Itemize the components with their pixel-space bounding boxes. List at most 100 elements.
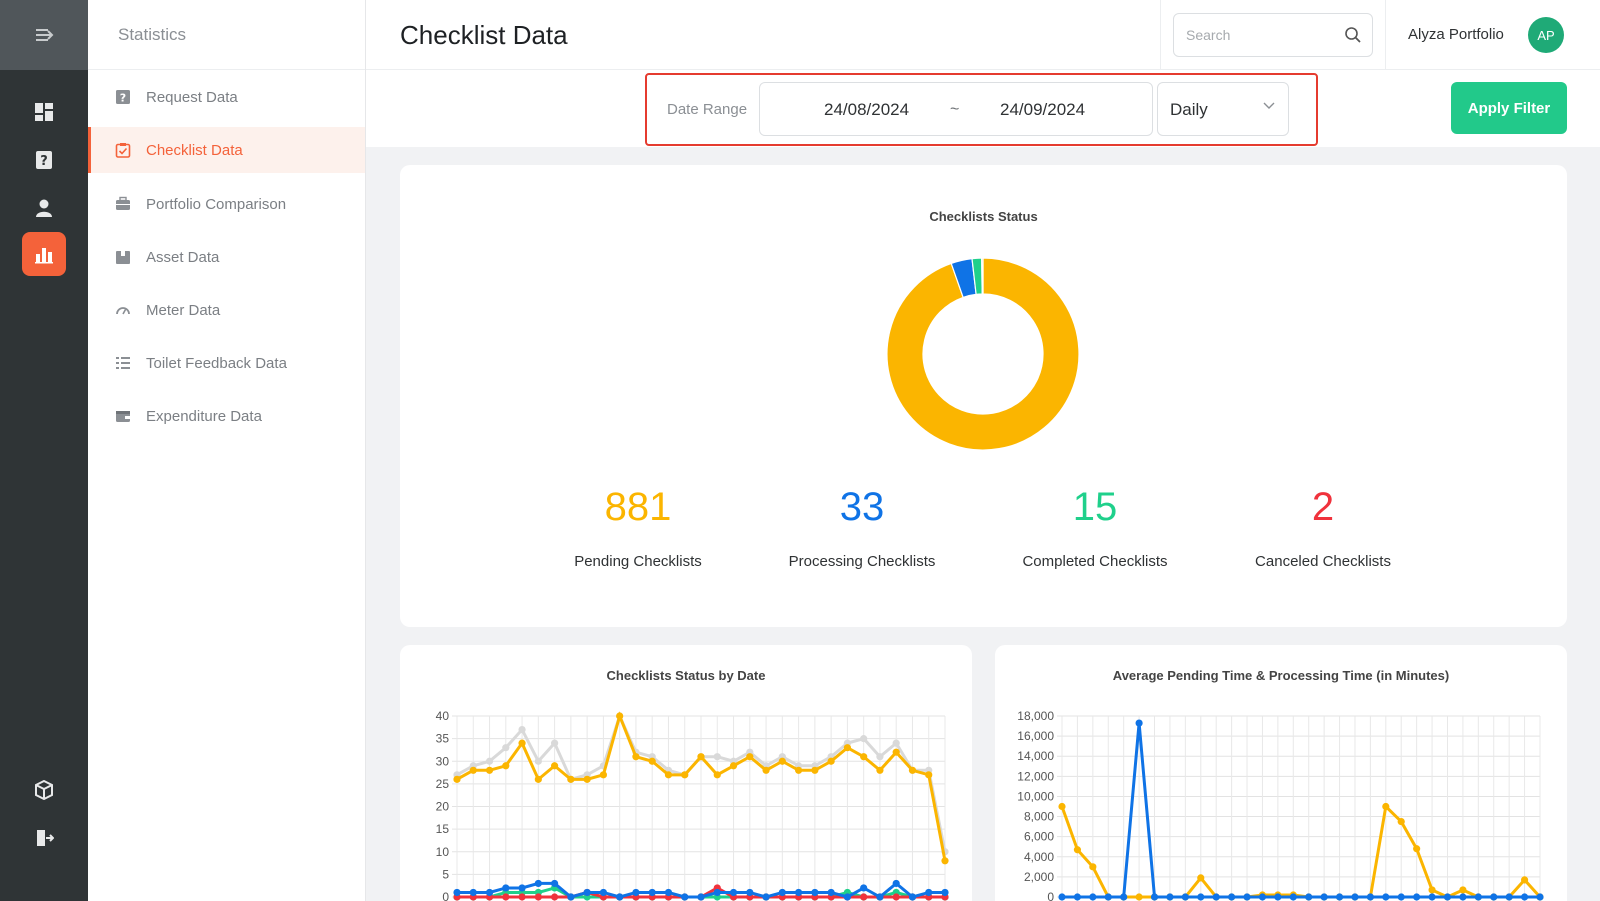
data-point[interactable] <box>551 739 559 747</box>
data-point[interactable] <box>1289 893 1297 901</box>
data-point[interactable] <box>713 753 721 761</box>
data-point[interactable] <box>1058 893 1066 901</box>
data-point[interactable] <box>1166 893 1174 901</box>
data-point[interactable] <box>697 893 705 901</box>
data-point[interactable] <box>697 753 705 761</box>
data-point[interactable] <box>1351 893 1359 901</box>
donut-slice-0[interactable] <box>886 257 1080 451</box>
data-point[interactable] <box>1474 893 1482 901</box>
date-to-value[interactable]: 24/09/2024 <box>1000 100 1086 119</box>
data-point[interactable] <box>681 893 689 901</box>
data-point[interactable] <box>908 893 917 901</box>
data-point[interactable] <box>1520 876 1529 884</box>
date-range-picker[interactable]: 24/08/2024 ~ 24/09/2024 <box>759 82 1153 136</box>
rail-request-button[interactable]: ? <box>22 138 66 182</box>
data-point[interactable] <box>1397 893 1405 901</box>
data-point[interactable] <box>632 888 640 897</box>
data-point[interactable] <box>469 766 477 774</box>
data-point[interactable] <box>518 725 526 734</box>
data-point[interactable] <box>892 739 900 747</box>
data-point[interactable] <box>860 753 868 761</box>
data-point[interactable] <box>860 735 868 743</box>
data-point[interactable] <box>1505 893 1513 901</box>
rail-statistics-button[interactable] <box>22 232 66 276</box>
data-point[interactable] <box>1305 893 1313 901</box>
data-point[interactable] <box>1089 863 1097 871</box>
apply-filter-button[interactable]: Apply Filter <box>1451 82 1567 134</box>
data-point[interactable] <box>843 744 851 752</box>
user-name[interactable]: Alyza Portfolio <box>1408 26 1504 43</box>
data-point[interactable] <box>713 888 721 897</box>
data-point[interactable] <box>860 893 868 901</box>
rail-logout-button[interactable] <box>22 816 66 860</box>
data-point[interactable] <box>485 757 494 765</box>
data-point[interactable] <box>534 893 542 901</box>
data-point[interactable] <box>648 757 656 765</box>
data-point[interactable] <box>746 888 754 897</box>
data-point[interactable] <box>1366 893 1374 901</box>
data-point[interactable] <box>941 888 949 897</box>
data-point[interactable] <box>876 766 884 774</box>
data-point[interactable] <box>664 771 673 779</box>
sidebar-item-request-data[interactable]: ? Request Data <box>88 74 365 120</box>
data-point[interactable] <box>762 766 770 774</box>
data-point[interactable] <box>616 712 624 720</box>
data-point[interactable] <box>778 888 786 897</box>
data-point[interactable] <box>1413 845 1421 853</box>
data-point[interactable] <box>925 888 933 897</box>
data-point[interactable] <box>1382 802 1390 811</box>
data-point[interactable] <box>453 888 461 897</box>
data-point[interactable] <box>811 888 819 897</box>
rail-package-button[interactable] <box>22 768 66 812</box>
data-point[interactable] <box>583 888 591 897</box>
data-point[interactable] <box>551 762 559 770</box>
data-point[interactable] <box>843 893 851 901</box>
sidebar-item-toilet-feedback-data[interactable]: Toilet Feedback Data <box>88 340 365 386</box>
data-point[interactable] <box>778 757 786 765</box>
data-point[interactable] <box>1382 893 1390 901</box>
data-point[interactable] <box>1197 874 1205 882</box>
avatar[interactable]: AP <box>1528 17 1564 53</box>
data-point[interactable] <box>1520 893 1529 901</box>
data-point[interactable] <box>469 888 477 897</box>
data-point[interactable] <box>892 748 900 756</box>
data-point[interactable] <box>729 762 738 770</box>
data-point[interactable] <box>892 879 900 888</box>
data-point[interactable] <box>632 753 640 761</box>
search-icon[interactable] <box>1344 26 1362 44</box>
data-point[interactable] <box>502 893 510 901</box>
data-point[interactable] <box>1320 893 1328 901</box>
data-point[interactable] <box>599 771 607 779</box>
data-point[interactable] <box>485 888 494 897</box>
data-point[interactable] <box>583 775 591 783</box>
data-point[interactable] <box>1181 893 1189 901</box>
data-point[interactable] <box>453 775 461 783</box>
data-point[interactable] <box>502 762 510 770</box>
data-point[interactable] <box>811 766 819 774</box>
data-point[interactable] <box>551 879 559 888</box>
data-point[interactable] <box>1089 893 1097 901</box>
rail-user-button[interactable] <box>22 186 66 230</box>
granularity-select[interactable]: Daily <box>1157 82 1289 136</box>
data-point[interactable] <box>1135 719 1143 727</box>
data-point[interactable] <box>534 775 542 783</box>
data-point[interactable] <box>876 753 884 761</box>
data-point[interactable] <box>795 888 803 897</box>
data-point[interactable] <box>860 884 868 892</box>
data-point[interactable] <box>729 888 738 897</box>
data-point[interactable] <box>1428 893 1436 901</box>
sidebar-item-asset-data[interactable]: Asset Data <box>88 234 365 280</box>
data-point[interactable] <box>925 771 933 779</box>
data-point[interactable] <box>664 888 673 897</box>
data-point[interactable] <box>1073 893 1082 901</box>
data-point[interactable] <box>713 771 721 779</box>
data-point[interactable] <box>1335 893 1344 901</box>
rail-dashboard-button[interactable] <box>22 90 66 134</box>
date-from-value[interactable]: 24/08/2024 <box>824 100 910 119</box>
data-point[interactable] <box>1443 893 1452 901</box>
data-point[interactable] <box>876 893 884 901</box>
data-point[interactable] <box>518 893 526 901</box>
data-point[interactable] <box>1413 893 1421 901</box>
data-point[interactable] <box>534 879 542 888</box>
data-point[interactable] <box>1490 893 1498 901</box>
